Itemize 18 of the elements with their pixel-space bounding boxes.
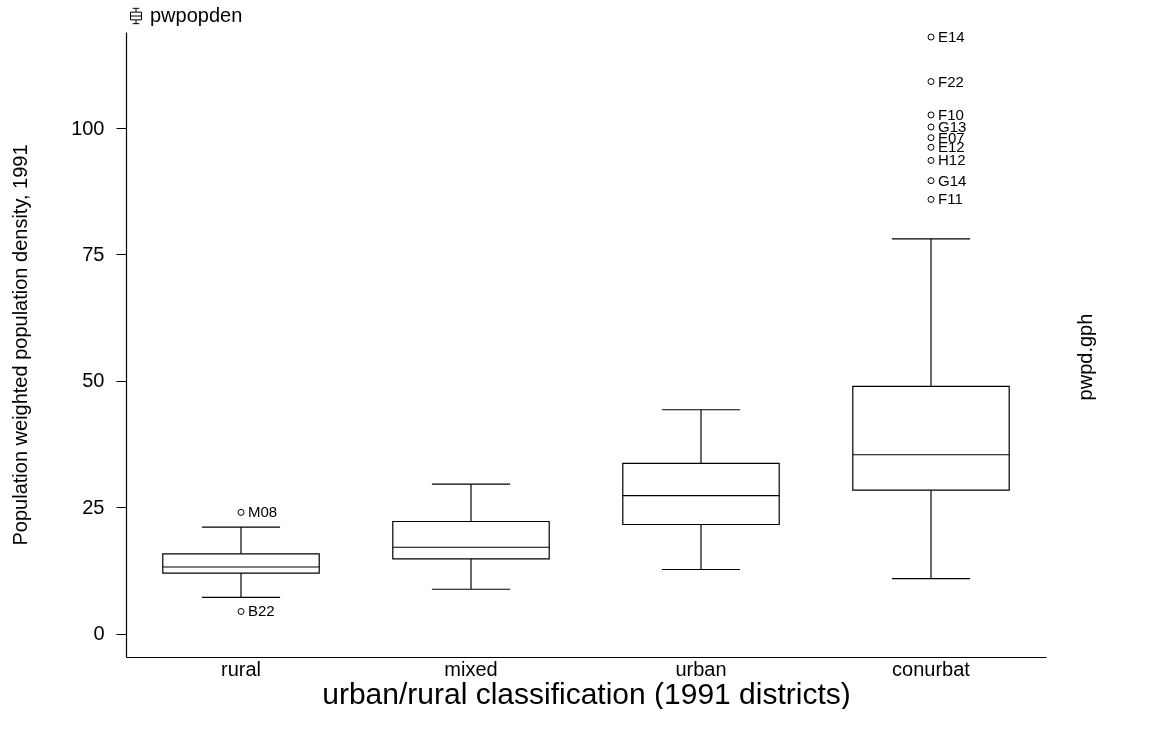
annotation: B22 bbox=[248, 602, 275, 620]
y-tick-label: 75 bbox=[82, 242, 105, 265]
y-tick-label: 50 bbox=[82, 369, 105, 392]
legend-label: pwpopden bbox=[150, 4, 243, 26]
y-axis-title: Population weighted population density, 1991 bbox=[9, 144, 32, 546]
y-tick-label: 0 bbox=[93, 622, 105, 645]
annotation: E14 bbox=[938, 28, 965, 46]
x-tick-label: conurbat bbox=[892, 657, 971, 680]
annotation: F11 bbox=[938, 190, 963, 208]
y-tick-label: 100 bbox=[71, 116, 105, 139]
annotation: M08 bbox=[248, 503, 278, 521]
annotation: F10 bbox=[938, 105, 964, 123]
y-tick-label: 25 bbox=[82, 495, 105, 518]
annotation: F22 bbox=[938, 72, 964, 90]
annotation: H12 bbox=[938, 151, 966, 169]
text: pwpd.gph bbox=[1074, 313, 1096, 401]
x-tick-label: rural bbox=[220, 657, 262, 680]
annotation: G14 bbox=[938, 171, 967, 189]
